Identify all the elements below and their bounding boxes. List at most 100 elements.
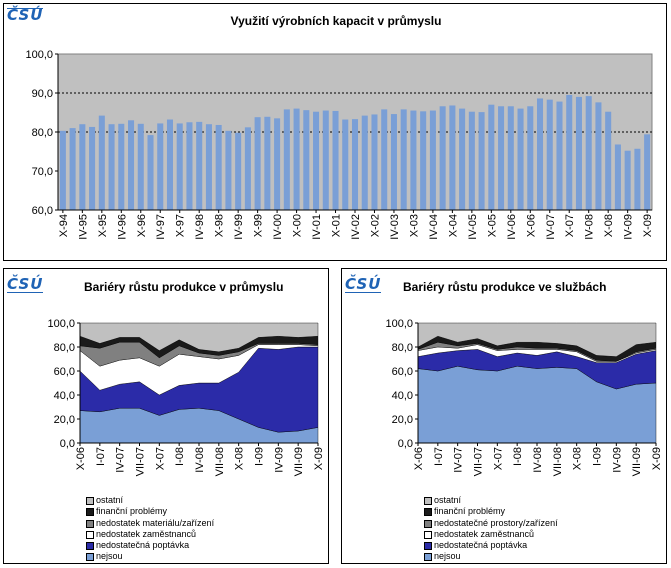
y-tick-label: 20,0 — [392, 414, 413, 426]
csu-logo: ČSÚ — [345, 275, 382, 293]
legend-label: nedostatek zaměstnanců — [96, 528, 197, 539]
y-tick-label: 40,0 — [392, 390, 413, 402]
bar — [595, 102, 602, 210]
bar — [79, 124, 86, 210]
bar — [390, 114, 397, 210]
bar — [566, 94, 573, 210]
area-series-ostatn- — [79, 322, 319, 353]
legend-swatch — [86, 497, 94, 505]
legend-swatch — [86, 542, 94, 551]
x-tick-label: X-06 — [413, 447, 425, 470]
bar — [614, 144, 621, 210]
bar — [215, 124, 222, 210]
bar — [293, 108, 300, 210]
legend-swatch — [86, 508, 94, 517]
logo-text: ČSÚ — [345, 275, 382, 293]
services-barriers-area-chart: 0,0 20,0 40,0 60,0 80,0 100,0 X-06 I-07 IV-07 VII… — [385, 318, 663, 476]
bar — [420, 111, 427, 210]
legend-label: nedostatečné prostory/zařízení — [434, 517, 558, 528]
x-tick-label: IV-98 — [194, 214, 206, 240]
bar — [176, 123, 183, 210]
bar — [400, 109, 407, 210]
bar — [605, 111, 612, 210]
x-tick-label: I-07 — [95, 447, 107, 466]
bar — [186, 122, 193, 210]
x-tick-label: X-01 — [331, 214, 343, 237]
legend-label: finanční problémy — [434, 506, 506, 517]
x-tick-label: IV-08 — [584, 214, 596, 240]
y-tick-label: 40,0 — [54, 390, 75, 402]
x-tick-label: VII-07 — [135, 447, 147, 476]
bar — [459, 108, 466, 210]
bar — [507, 106, 514, 210]
x-tick-label: IV-97 — [155, 214, 167, 240]
bar — [536, 98, 544, 210]
x-tick-label: IV-04 — [428, 214, 440, 240]
area-series-ostatn- — [417, 322, 657, 357]
x-tick-label: IV-08 — [194, 447, 206, 473]
bar — [322, 110, 329, 210]
legend-label: nedostatek materiálu/zařízení — [96, 517, 215, 528]
bar — [225, 130, 232, 210]
x-tick-label: X-08 — [572, 447, 584, 470]
x-tick-label: IV-95 — [77, 214, 89, 240]
x-tick-label: IV-05 — [467, 214, 479, 240]
bar — [342, 119, 349, 210]
bar — [498, 106, 505, 210]
y-tick-label: 80,0 — [54, 342, 75, 354]
x-tick-label: IV-09 — [611, 447, 623, 473]
bar — [313, 111, 320, 210]
x-tick-label: X-99 — [253, 214, 265, 237]
x-tick-label: X-07 — [492, 447, 504, 470]
x-tick-label: IV-00 — [272, 214, 284, 240]
bar — [118, 123, 125, 210]
x-tick-label: IV-07 — [545, 214, 557, 240]
services-barriers-panel: ČSÚ Bariéry růstu produkce ve službách 0… — [341, 268, 667, 564]
bar — [244, 127, 251, 210]
industry-barriers-area-chart: 0,0 20,0 40,0 60,0 80,0 100,0 X-06 I-07 IV-07 VII… — [47, 318, 325, 476]
x-tick-label: VII-09 — [631, 447, 643, 476]
x-tick-label: X-06 — [75, 447, 87, 470]
bar — [556, 101, 563, 210]
y-tick-label: 60,0 — [392, 366, 413, 378]
csu-logo: ČSÚ — [7, 277, 44, 293]
x-tick-label: X-95 — [97, 214, 109, 237]
bar — [478, 112, 485, 210]
capacity-bar-chart: 60,0 70,0 80,0 90,0 100,0 X-94 IV-95 X-95 IV-96 X… — [25, 49, 654, 240]
bar — [128, 120, 135, 210]
bar — [410, 110, 417, 210]
x-tick-label: IV-09 — [623, 214, 635, 240]
legend-label: nedostatečná poptávka — [96, 540, 190, 551]
y-tick-label: 60,0 — [54, 366, 75, 378]
x-tick-label: IV-99 — [233, 214, 245, 240]
y-tick-label: 100,0 — [385, 318, 413, 330]
bar — [371, 114, 378, 210]
csu-logo: ČSÚ — [7, 6, 44, 24]
legend-swatch — [86, 519, 94, 528]
y-tick-label: 60,0 — [32, 205, 53, 217]
legend-label: finanční problémy — [96, 506, 168, 517]
bar — [488, 104, 495, 210]
bar — [108, 124, 115, 210]
legend-swatch — [86, 553, 94, 562]
y-tick-label: 100,0 — [25, 49, 53, 61]
x-tick-label: X-02 — [369, 214, 381, 237]
x-tick-label: I-09 — [254, 447, 266, 466]
bar — [575, 96, 582, 210]
legend-label: nejsou — [96, 551, 123, 562]
bar — [283, 109, 290, 210]
bar — [274, 118, 281, 210]
chart-title: Bariéry růstu produkce ve službách — [403, 280, 607, 294]
x-tick-label: X-00 — [292, 214, 304, 237]
x-tick-label: VII-08 — [214, 447, 226, 476]
bar — [166, 119, 174, 210]
x-tick-label: X-09 — [651, 447, 663, 470]
bar — [585, 96, 592, 210]
y-tick-label: 20,0 — [54, 414, 75, 426]
logo-text: ČSÚ — [7, 6, 44, 24]
bar — [624, 150, 631, 210]
legend-label: nejsou — [434, 551, 461, 562]
bar — [205, 124, 212, 210]
bar — [147, 135, 154, 210]
y-tick-label: 100,0 — [47, 318, 75, 330]
